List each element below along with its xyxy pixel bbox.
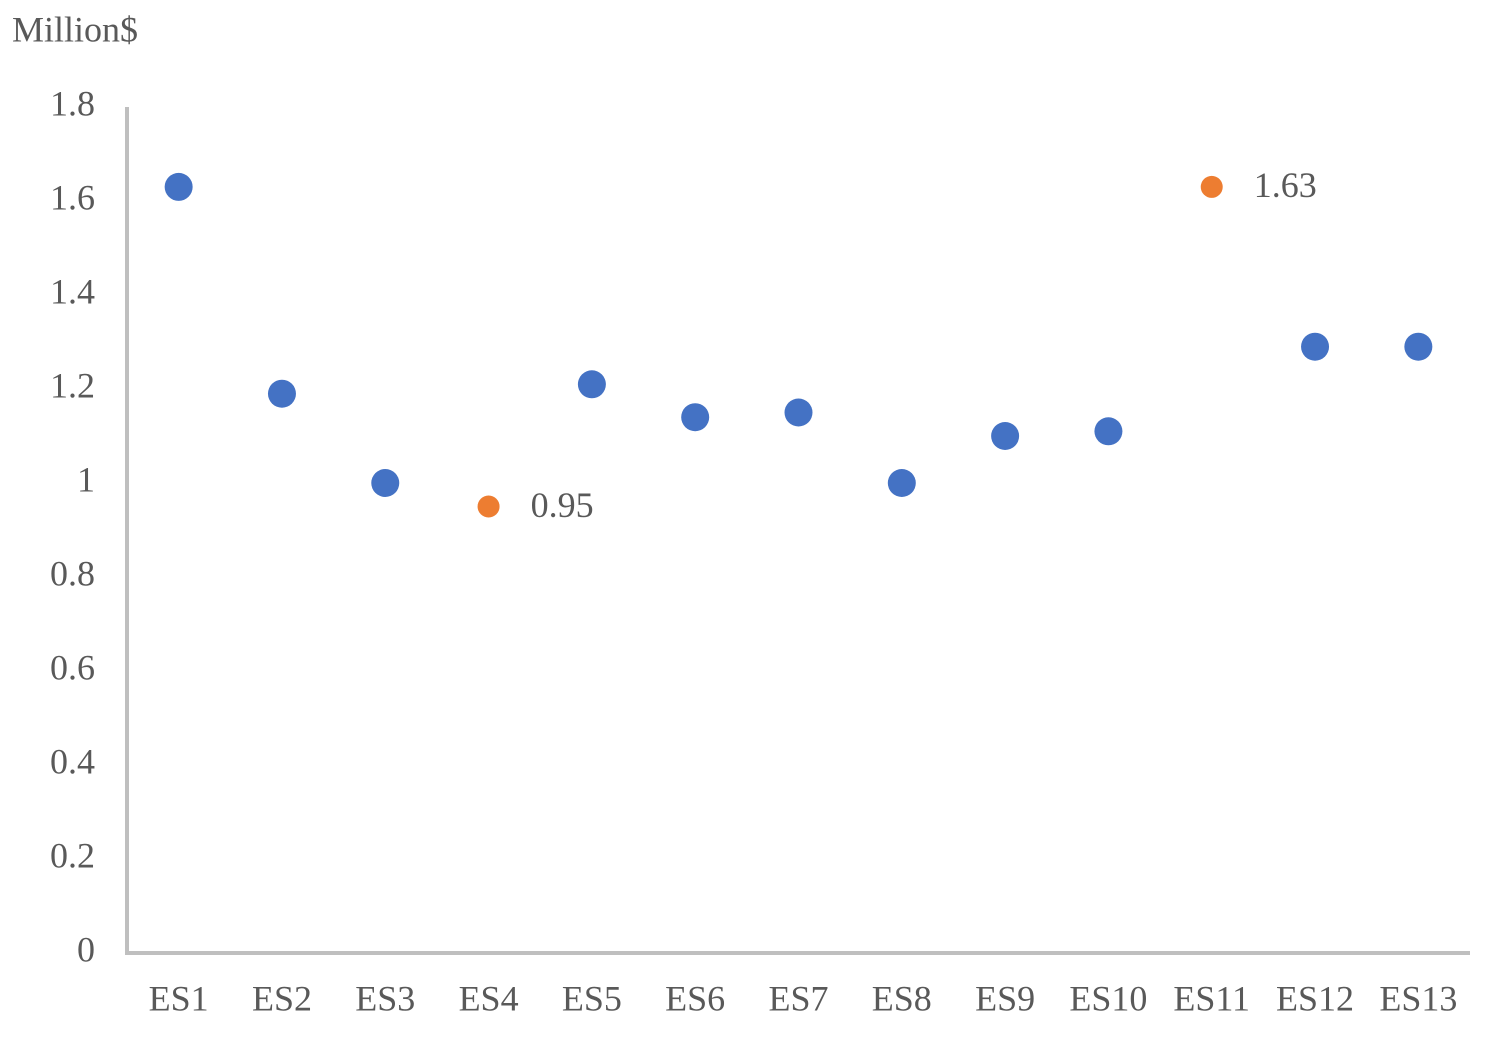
y-tick-label: 1.4 xyxy=(50,271,95,311)
data-point xyxy=(577,370,606,399)
data-label: 1.63 xyxy=(1254,165,1317,205)
x-tick-label: ES1 xyxy=(149,978,209,1018)
data-point xyxy=(1094,417,1123,446)
x-tick-label: ES4 xyxy=(459,978,519,1018)
x-tick-label: ES5 xyxy=(562,978,622,1018)
x-tick-label: ES11 xyxy=(1173,978,1250,1018)
data-point xyxy=(477,495,500,518)
x-tick-label: ES10 xyxy=(1069,978,1147,1018)
y-tick-label: 0.2 xyxy=(50,835,95,875)
y-tick-label: 1.6 xyxy=(50,177,95,217)
x-tick-label: ES12 xyxy=(1276,978,1354,1018)
y-tick-label: 0 xyxy=(77,929,95,969)
data-point xyxy=(887,469,916,497)
data-point xyxy=(681,403,710,432)
data-label: 0.95 xyxy=(531,485,594,525)
x-tick-label: ES7 xyxy=(768,978,828,1018)
data-point xyxy=(267,379,296,408)
y-tick-label: 1 xyxy=(77,459,95,499)
y-axis-label: Million$ xyxy=(12,9,138,49)
y-tick-label: 0.4 xyxy=(50,741,95,781)
data-point xyxy=(991,422,1020,450)
x-tick-label: ES6 xyxy=(665,978,725,1018)
x-tick-label: ES13 xyxy=(1379,978,1457,1018)
x-tick-label: ES9 xyxy=(975,978,1035,1018)
y-tick-label: 0.6 xyxy=(50,647,95,687)
data-point xyxy=(371,469,400,497)
x-tick-label: ES3 xyxy=(355,978,415,1018)
data-point xyxy=(164,172,193,201)
data-point xyxy=(1200,175,1223,198)
x-tick-label: ES8 xyxy=(872,978,932,1018)
y-tick-label: 1.2 xyxy=(50,365,95,405)
y-tick-label: 0.8 xyxy=(50,553,95,593)
y-tick-label: 1.8 xyxy=(50,83,95,123)
data-point xyxy=(1404,332,1433,361)
x-tick-label: ES2 xyxy=(252,978,312,1018)
data-point xyxy=(1301,332,1330,361)
data-point xyxy=(784,398,813,427)
